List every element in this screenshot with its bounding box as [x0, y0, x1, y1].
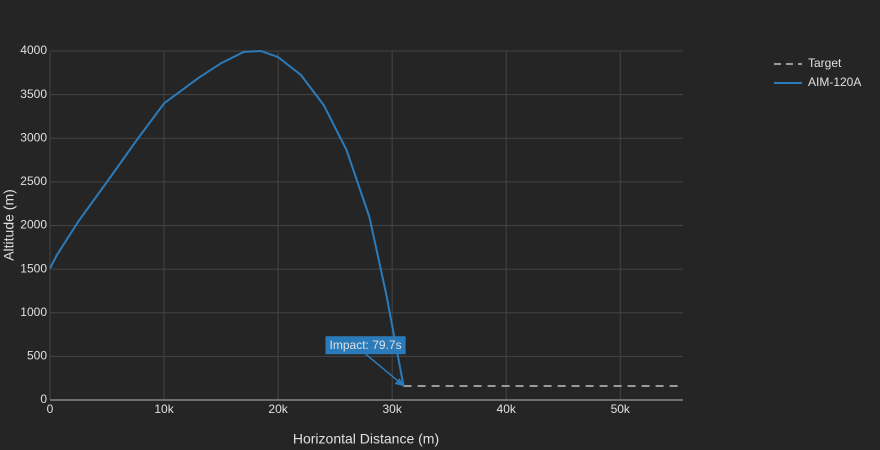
x-tick-label: 0: [47, 402, 54, 416]
x-tick-label: 20k: [268, 402, 288, 416]
y-tick-label: 2500: [20, 174, 47, 188]
x-tick-label: 50k: [611, 402, 631, 416]
legend-label: Target: [808, 56, 842, 70]
y-tick-label: 4000: [20, 43, 47, 57]
annotation-label: Impact: 79.7s: [330, 338, 402, 352]
y-tick-label: 1500: [20, 261, 47, 275]
legend-item[interactable]: AIM-120A: [774, 75, 861, 89]
y-tick-label: 3500: [20, 87, 47, 101]
annotation-arrow: [365, 353, 402, 384]
y-tick-label: 0: [40, 392, 47, 406]
y-axis-title: Altitude (m): [1, 189, 17, 261]
series-line: [49, 49, 405, 387]
annotation-box: [325, 336, 406, 355]
y-tick-label: 500: [27, 349, 47, 363]
x-tick-label: 40k: [497, 402, 517, 416]
legend-label: AIM-120A: [808, 75, 861, 89]
x-tick-label: 30k: [382, 402, 402, 416]
legend-item[interactable]: Target: [774, 56, 842, 70]
y-tick-label: 1000: [20, 305, 47, 319]
y-tick-label: 3000: [20, 130, 47, 144]
x-tick-label: 10k: [154, 402, 174, 416]
annotation-arrowhead: [394, 378, 404, 387]
y-tick-label: 2000: [20, 218, 47, 232]
x-axis-title: Horizontal Distance (m): [293, 431, 439, 447]
